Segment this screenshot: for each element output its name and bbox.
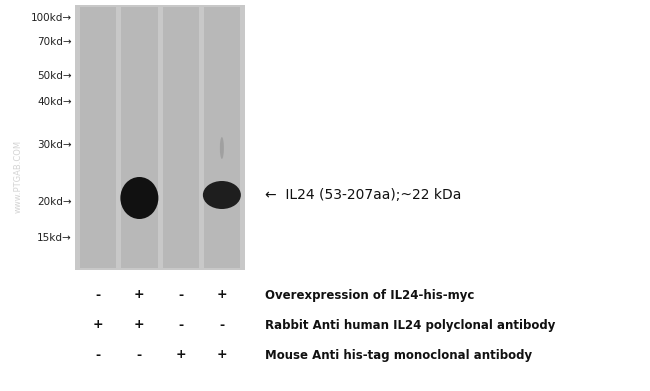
Text: 30kd→: 30kd→ (38, 140, 72, 150)
Text: Mouse Anti his-tag monoclonal antibody: Mouse Anti his-tag monoclonal antibody (265, 348, 532, 362)
Text: 50kd→: 50kd→ (38, 71, 72, 81)
Bar (122, 7, 157, 268)
Ellipse shape (203, 181, 241, 209)
Text: 100kd→: 100kd→ (31, 13, 72, 23)
Text: -: - (219, 319, 224, 332)
Text: +: + (216, 289, 228, 301)
Text: Rabbit Anti human IL24 polyclonal antibody: Rabbit Anti human IL24 polyclonal antibo… (265, 319, 555, 332)
Text: +: + (216, 348, 228, 362)
Text: Overexpression of IL24-his-myc: Overexpression of IL24-his-myc (265, 289, 474, 301)
Bar (203, 7, 240, 268)
Text: +: + (93, 319, 103, 332)
Text: www.PTGAB.COM: www.PTGAB.COM (14, 139, 23, 213)
Text: 70kd→: 70kd→ (38, 37, 72, 47)
Bar (162, 7, 199, 268)
Bar (75, 5, 245, 270)
Text: -: - (136, 348, 142, 362)
Ellipse shape (120, 177, 159, 219)
Text: +: + (134, 289, 145, 301)
Ellipse shape (220, 137, 224, 159)
Bar (80, 7, 116, 268)
Text: 15kd→: 15kd→ (37, 233, 72, 243)
Text: 20kd→: 20kd→ (38, 197, 72, 207)
Text: +: + (134, 319, 145, 332)
Text: -: - (96, 289, 101, 301)
Text: 40kd→: 40kd→ (38, 97, 72, 107)
Text: -: - (96, 348, 101, 362)
Text: +: + (176, 348, 186, 362)
Text: ←  IL24 (53-207aa);~22 kDa: ← IL24 (53-207aa);~22 kDa (265, 188, 462, 202)
Text: -: - (178, 319, 183, 332)
Text: -: - (178, 289, 183, 301)
